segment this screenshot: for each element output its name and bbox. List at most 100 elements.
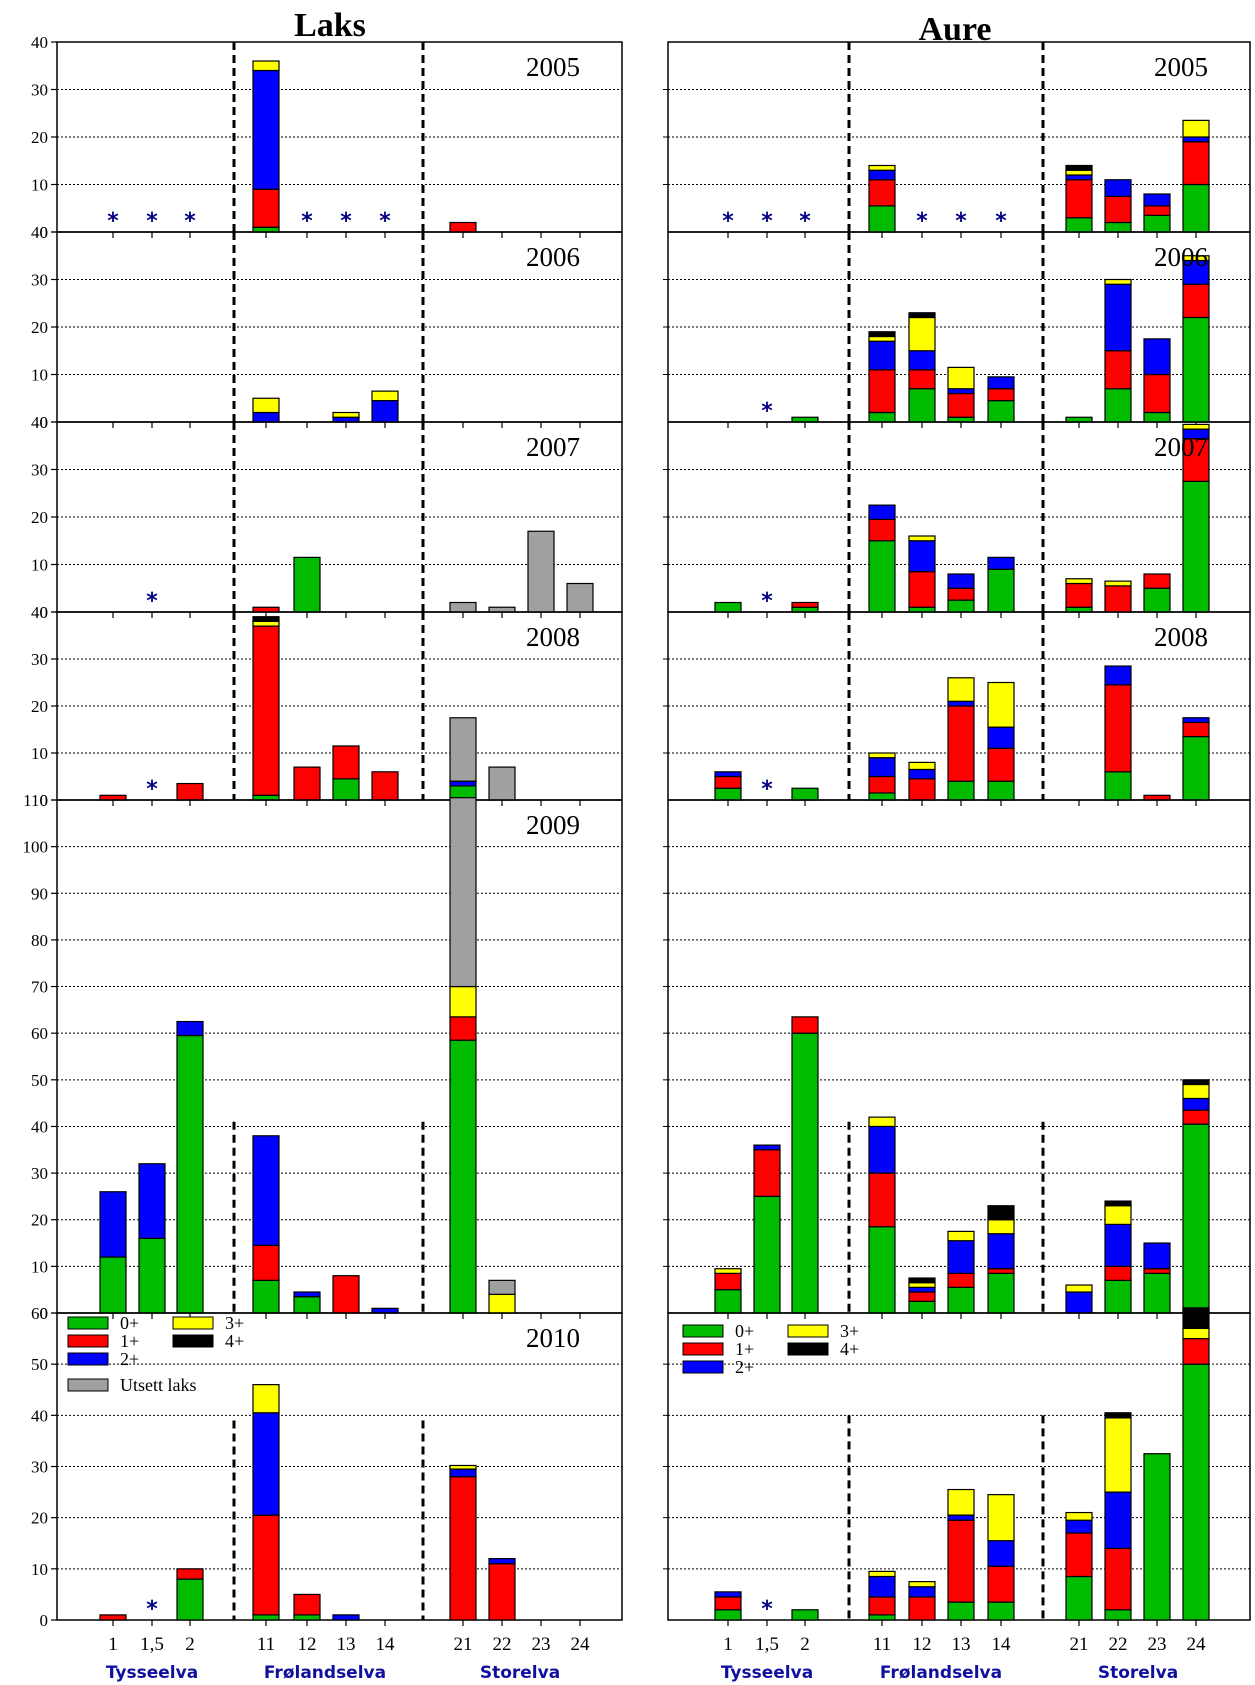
bar-segment-2plus — [868, 757, 896, 778]
bar-segment-2plus — [947, 1514, 975, 1521]
x-tick-label: 23 — [532, 1634, 551, 1655]
x-tick-label: 24 — [1187, 1634, 1207, 1655]
bar-segment-0plus — [1182, 735, 1210, 801]
bar-segment-2plus — [1104, 1491, 1132, 1549]
y-tick-label: 30 — [31, 461, 48, 480]
bar-segment-0plus — [908, 1300, 936, 1314]
not-sampled-star: * — [761, 399, 773, 424]
bar-segment-0plus — [947, 1286, 975, 1314]
y-tick-label: 40 — [31, 1406, 48, 1425]
panel-aure-1: * * * * * * 2005 — [663, 41, 1251, 238]
bar-segment-1plus — [947, 705, 975, 782]
bar-segment-1plus — [252, 1514, 280, 1616]
y-tick-label: 70 — [31, 978, 48, 997]
bar-segment-0plus — [1182, 316, 1210, 423]
bar-segment-2plus — [1065, 1291, 1093, 1314]
bar-segment-1plus — [1104, 195, 1132, 224]
legend-swatch — [67, 1334, 109, 1348]
bar-segment-1plus — [1065, 1532, 1093, 1578]
bar-segment-0plus — [99, 1256, 127, 1314]
bar-segment-2plus — [1143, 1242, 1171, 1270]
bar-segment-3plus — [987, 1219, 1015, 1235]
y-tick-label: 20 — [31, 128, 48, 147]
bar-segment-0plus — [1104, 1609, 1132, 1621]
bar-segment-2plus — [252, 1412, 280, 1516]
bar-segment-3plus — [252, 397, 280, 414]
y-tick-label: 30 — [31, 271, 48, 290]
bar-segment-3plus — [987, 681, 1015, 728]
x-tick-label: 13 — [952, 1634, 971, 1655]
year-label: 2005 — [526, 52, 580, 82]
river-label: Tysseelva — [106, 1663, 198, 1683]
bar-segment-utsett — [449, 717, 477, 782]
not-sampled-star: * — [107, 209, 119, 234]
bar-segment-3plus — [252, 620, 280, 627]
not-sampled-star: * — [146, 209, 158, 234]
not-sampled-star: * — [761, 1597, 773, 1622]
bar-segment-1plus — [371, 771, 399, 801]
bar-segment-2plus — [947, 388, 975, 395]
bar-segment-4plus — [252, 616, 280, 623]
y-tick-label: 0 — [40, 1611, 49, 1630]
y-tick-label: 30 — [31, 650, 48, 669]
bar-segment-0plus — [449, 1039, 477, 1314]
bar-segment-3plus — [1104, 1205, 1132, 1225]
x-tick-label: 24 — [571, 1634, 591, 1655]
river-label: Tysseelva — [721, 1663, 813, 1683]
bar-segment-0plus — [1182, 480, 1210, 613]
bar-segment-1plus — [1104, 585, 1132, 613]
y-tick-label: 20 — [31, 508, 48, 527]
bar-segment-1plus — [908, 778, 936, 801]
bar-segment-2plus — [138, 1163, 166, 1239]
legend-swatch — [787, 1342, 829, 1356]
bar-segment-1plus — [332, 745, 360, 780]
bar-segment-0plus — [332, 778, 360, 801]
bar-segment-0plus — [1104, 771, 1132, 801]
panel-aure-5 — [663, 799, 1251, 1319]
bar-segment-3plus — [1065, 169, 1093, 176]
bar-stack-23 — [1143, 338, 1171, 423]
river-label: Frølandselva — [264, 1663, 386, 1683]
bar-stack-14 — [987, 1494, 1015, 1621]
legend-label: 0+ — [735, 1321, 754, 1341]
y-tick-label: 10 — [31, 1257, 48, 1276]
bar-segment-1plus — [947, 587, 975, 601]
bar-segment-utsett — [449, 601, 477, 613]
bar-stack-22 — [488, 1279, 516, 1314]
bar-stack-11 — [252, 1135, 280, 1314]
bar-stack-24 — [1182, 423, 1210, 613]
bar-stack-21 — [449, 221, 477, 233]
panel-laks-2: 0 10 20 30 40 2006 — [31, 223, 623, 432]
y-tick-label: 0 — [40, 223, 49, 242]
bar-segment-3plus — [908, 535, 936, 542]
bar-segment-2plus — [908, 768, 936, 780]
y-tick-label: 20 — [31, 697, 48, 716]
bar-segment-2plus — [868, 1125, 896, 1174]
bar-segment-3plus — [1104, 1417, 1132, 1493]
bar-stack-2 — [791, 787, 819, 801]
bar-segment-1plus — [1182, 141, 1210, 186]
bar-stack-22 — [1104, 278, 1132, 423]
bar-segment-0plus — [252, 1279, 280, 1314]
bar-segment-1plus — [176, 1568, 204, 1580]
bar-stack-12 — [293, 766, 321, 801]
bar-segment-4plus — [1065, 164, 1093, 171]
x-tick-label: 22 — [493, 1634, 512, 1655]
bar-segment-1plus — [868, 179, 896, 207]
bar-stack-1 — [99, 1191, 127, 1314]
x-tick-label: 1,5 — [755, 1634, 779, 1655]
bar-segment-1plus — [1143, 1268, 1171, 1274]
bar-stack-24 — [1182, 717, 1210, 801]
bar-segment-3plus — [868, 752, 896, 759]
bar-segment-2plus — [1065, 1519, 1093, 1534]
bar-segment-3plus — [947, 677, 975, 702]
y-tick-label: 20 — [31, 1509, 48, 1528]
bar-segment-1plus — [868, 1596, 896, 1616]
bar-stack-21 — [449, 797, 477, 1314]
bar-stack-1 — [714, 601, 742, 613]
bar-segment-2plus — [987, 1540, 1015, 1567]
bar-stack-13 — [947, 366, 975, 423]
bar-segment-3plus — [371, 390, 399, 402]
bar-segment-1plus — [1104, 1547, 1132, 1611]
bar-segment-3plus — [1104, 278, 1132, 285]
